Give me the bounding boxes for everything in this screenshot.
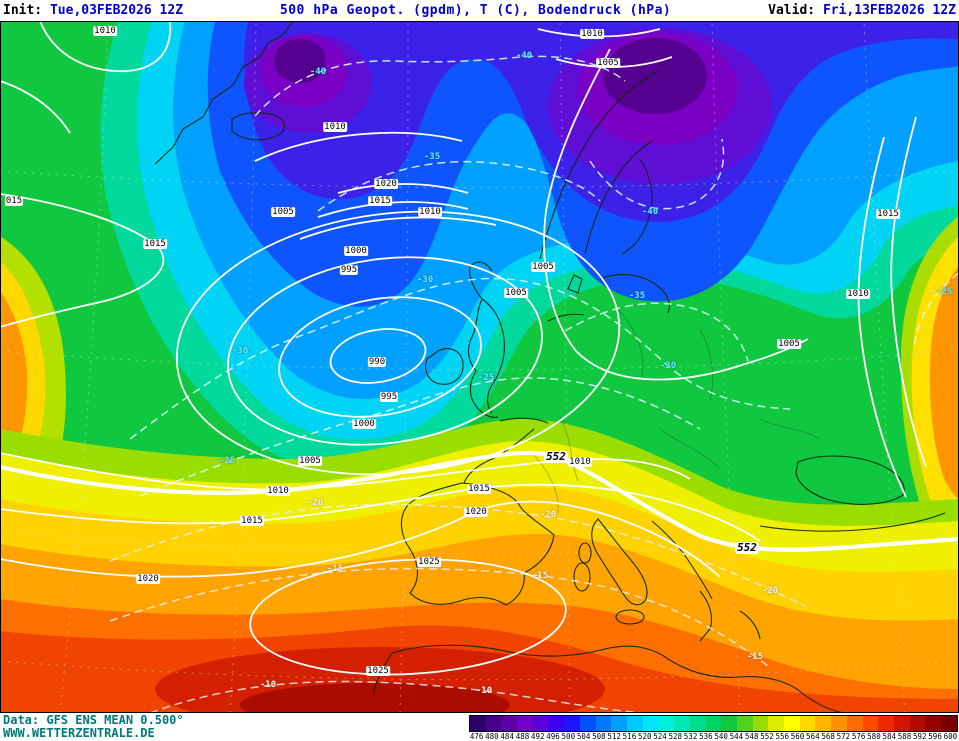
legend-value: 572 bbox=[836, 732, 851, 741]
chart-footer: Data: GFS ENS MEAN 0.500° WWW.WETTERZENTR… bbox=[0, 713, 959, 741]
legend-value: 500 bbox=[561, 732, 576, 741]
legend-value: 492 bbox=[530, 732, 545, 741]
valid-block: Valid: Fri,13FEB2026 12Z bbox=[768, 3, 956, 18]
legend-value: 552 bbox=[760, 732, 774, 741]
legend-cell bbox=[878, 716, 894, 731]
legend-values: 476 480 484 488 492 496 500 504 508 512 516 520 524 5… bbox=[469, 733, 958, 741]
valid-label: Valid: bbox=[768, 3, 823, 18]
legend-cell bbox=[752, 716, 769, 731]
legend-cell bbox=[579, 716, 596, 731]
legend-cell bbox=[815, 716, 832, 731]
legend-cell bbox=[768, 716, 785, 731]
legend-value: 540 bbox=[714, 732, 728, 741]
legend-cell bbox=[642, 716, 659, 731]
legend-value: 504 bbox=[576, 732, 591, 741]
init-value: Tue,03FEB2026 12Z bbox=[49, 3, 184, 18]
legend-value: 548 bbox=[744, 732, 759, 741]
legend-cell bbox=[627, 716, 643, 731]
legend-cell bbox=[831, 716, 847, 731]
temperature-contours-cold bbox=[129, 55, 959, 497]
credits: Data: GFS ENS MEAN 0.500° WWW.WETTERZENTR… bbox=[3, 714, 184, 740]
weather-map-svg bbox=[0, 21, 959, 713]
legend-cell bbox=[564, 716, 580, 731]
graticule bbox=[0, 21, 959, 713]
legend-value: 592 bbox=[913, 732, 927, 741]
map-area bbox=[0, 21, 959, 713]
legend-cell bbox=[799, 716, 816, 731]
legend-value: 512 bbox=[607, 732, 621, 741]
legend-cell bbox=[909, 716, 926, 731]
legend-cell bbox=[689, 716, 706, 731]
legend-value: 508 bbox=[592, 732, 606, 741]
legend-cell bbox=[501, 716, 518, 731]
legend-cell bbox=[611, 716, 628, 731]
legend-value: 528 bbox=[668, 732, 683, 741]
legend-cell bbox=[784, 716, 800, 731]
legend-cell bbox=[862, 716, 879, 731]
legend-value: 560 bbox=[790, 732, 805, 741]
legend-value: 476 bbox=[469, 732, 484, 741]
legend-cell bbox=[548, 716, 565, 731]
coastlines bbox=[154, 21, 946, 713]
legend-value: 488 bbox=[515, 732, 530, 741]
legend-cell bbox=[925, 716, 942, 731]
legend-value: 544 bbox=[729, 732, 744, 741]
legend-cell bbox=[941, 716, 957, 731]
legend-value: 564 bbox=[806, 732, 820, 741]
legend-cell bbox=[721, 716, 737, 731]
chart-title: 500 hPa Geopot. (gpdm), T (C), Bodendruc… bbox=[279, 3, 672, 18]
legend-value: 524 bbox=[653, 732, 667, 741]
legend-value: 496 bbox=[546, 732, 560, 741]
legend-value: 532 bbox=[683, 732, 698, 741]
legend-value: 596 bbox=[928, 732, 942, 741]
legend-value: 536 bbox=[699, 732, 713, 741]
legend-value: 600 bbox=[943, 732, 958, 741]
legend-cell bbox=[470, 716, 486, 731]
website-text: WWW.WETTERZENTRALE.DE bbox=[3, 726, 155, 740]
legend-value: 576 bbox=[851, 732, 866, 741]
init-block: Init: Tue,03FEB2026 12Z bbox=[3, 3, 183, 18]
legend-value: 556 bbox=[775, 732, 790, 741]
init-label: Init: bbox=[3, 3, 50, 18]
country-borders bbox=[529, 308, 821, 514]
height-field bbox=[0, 21, 959, 713]
legend-cell bbox=[893, 716, 910, 731]
legend-cell bbox=[595, 716, 612, 731]
legend: 476 480 484 488 492 496 500 504 508 512 516 520 524 5… bbox=[469, 715, 958, 741]
legend-value: 580 bbox=[867, 732, 881, 741]
legend-cell bbox=[674, 716, 690, 731]
legend-value: 516 bbox=[622, 732, 637, 741]
legend-cell bbox=[485, 716, 502, 731]
legend-value: 588 bbox=[897, 732, 912, 741]
legend-cell bbox=[846, 716, 863, 731]
legend-bar bbox=[469, 715, 958, 732]
chart-header: Init: Tue,03FEB2026 12Z 500 hPa Geopot. … bbox=[0, 0, 959, 21]
legend-cell bbox=[532, 716, 549, 731]
legend-value: 480 bbox=[485, 732, 499, 741]
legend-cell bbox=[658, 716, 675, 731]
legend-value: 584 bbox=[882, 732, 896, 741]
legend-value: 568 bbox=[821, 732, 835, 741]
valid-value: Fri,13FEB2026 12Z bbox=[822, 3, 956, 18]
legend-cell bbox=[736, 716, 753, 731]
legend-cell bbox=[705, 716, 722, 731]
legend-value: 484 bbox=[500, 732, 514, 741]
legend-cell bbox=[517, 716, 533, 731]
data-source-text: Data: GFS ENS MEAN 0.500° bbox=[3, 713, 184, 727]
legend-value: 520 bbox=[637, 732, 652, 741]
